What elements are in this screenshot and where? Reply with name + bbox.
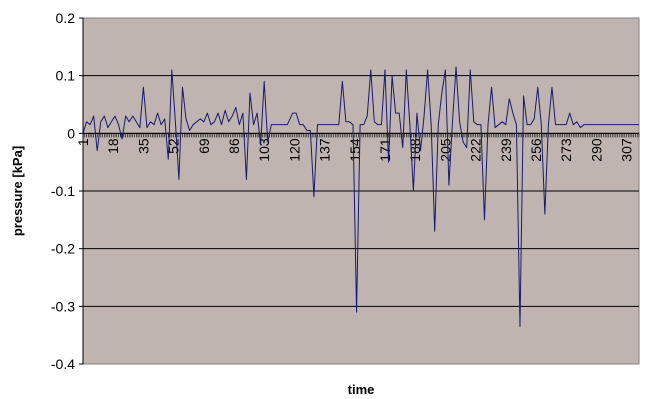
x-tick-label: 171: [377, 138, 393, 162]
series-line: [82, 66, 639, 328]
x-tick-label: 86: [226, 138, 242, 154]
x-tick-label: 35: [135, 138, 151, 154]
x-tick-label: 273: [558, 138, 574, 162]
x-tick-label: 1: [75, 138, 91, 146]
x-tick-label: 137: [317, 138, 333, 162]
y-tick-label: 0.2: [56, 10, 76, 26]
x-tick-label: 256: [528, 138, 544, 162]
x-tick-label: 222: [468, 138, 484, 162]
x-tick-label: 290: [588, 138, 604, 162]
y-tick-label: -0.4: [51, 356, 75, 372]
y-tick-label: -0.2: [51, 241, 75, 257]
y-axis: 0.2 0.1 0 -0.1 -0.2 -0.3 -0.4: [51, 10, 84, 372]
x-tick-label: 307: [619, 138, 635, 162]
y-axis-title: pressure [kPa]: [10, 146, 25, 236]
x-tick-label: 103: [256, 138, 272, 162]
x-tick-label: 120: [286, 138, 302, 162]
y-tick-label: -0.1: [51, 183, 75, 199]
x-tick-label: 69: [196, 138, 212, 154]
x-axis-title: time: [348, 382, 375, 397]
x-tick-label: 18: [105, 138, 121, 154]
x-tick-label: 205: [437, 138, 453, 162]
y-tick-label: -0.3: [51, 298, 75, 314]
series-layer: [82, 66, 639, 328]
x-tick-label: 239: [498, 138, 514, 162]
y-tick-label: 0.1: [56, 68, 76, 84]
y-tick-label: 0: [67, 125, 75, 141]
x-tick-label: 154: [347, 138, 363, 162]
